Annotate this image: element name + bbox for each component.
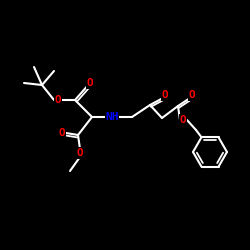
Text: O: O	[58, 128, 66, 138]
Text: NH: NH	[105, 112, 119, 122]
Text: O: O	[189, 90, 196, 100]
Text: O: O	[54, 95, 62, 105]
Text: O: O	[180, 115, 186, 125]
Text: O: O	[87, 78, 94, 88]
Text: O: O	[162, 90, 168, 100]
Text: O: O	[76, 148, 84, 158]
